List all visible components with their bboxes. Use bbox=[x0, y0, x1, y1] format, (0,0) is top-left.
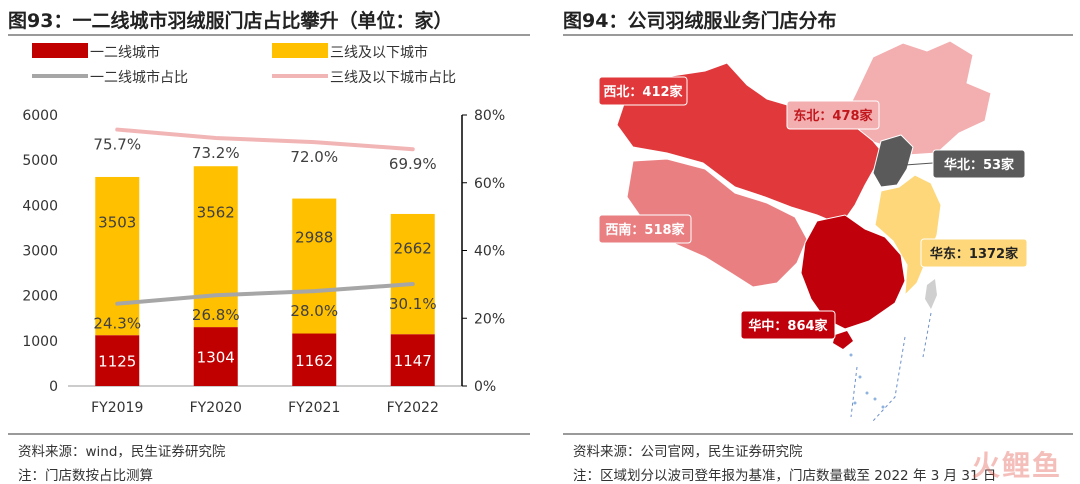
footer-rule bbox=[8, 433, 530, 435]
map-source: 资料来源：公司官网，民生证券研究院 bbox=[573, 444, 803, 460]
label-dongbei-text: 东北：478家 bbox=[793, 108, 873, 124]
title-rule bbox=[8, 34, 530, 36]
bar-tier3-value-label: 3503 bbox=[98, 213, 136, 231]
y-tick-label: 1000 bbox=[22, 334, 58, 350]
map-footer-rule bbox=[563, 433, 1073, 435]
line-tier12-value-label: 24.3% bbox=[93, 315, 141, 333]
legend-swatch bbox=[272, 43, 328, 58]
y-tick-label: 6000 bbox=[22, 108, 58, 124]
line-tier3-value-label: 72.0% bbox=[290, 148, 338, 166]
label-dongbei: 东北：478家 bbox=[786, 100, 880, 130]
china-region-store-map: 西北：412家 东北：478家 华北：53家 西南：518家 华东：1372家 … bbox=[598, 40, 1028, 422]
map-note: 注：区域划分以波司登年报为基准，门店数量截至 2022 年 3 月 31 日 bbox=[573, 468, 997, 484]
bar-tier3-value-label: 2988 bbox=[295, 228, 333, 246]
bar-tier3 bbox=[193, 166, 238, 328]
bar-tier3 bbox=[390, 213, 435, 335]
y-tick-label: 5000 bbox=[22, 153, 58, 169]
bar-tier12 bbox=[95, 335, 140, 386]
bar-tier12 bbox=[292, 333, 337, 386]
label-huadong-text: 华东：1372家 bbox=[930, 246, 1019, 262]
y2-tick-label: 20% bbox=[474, 311, 505, 327]
y-tick-label: 3000 bbox=[22, 244, 58, 260]
y2-tick-label: 40% bbox=[474, 244, 505, 260]
legend-label: 一二线城市占比 bbox=[90, 69, 188, 86]
line-tier3-value-label: 69.9% bbox=[389, 155, 437, 173]
bar-tier3 bbox=[292, 198, 337, 334]
bar-tier12 bbox=[390, 334, 435, 386]
line-tier3-value-label: 73.2% bbox=[192, 144, 240, 162]
left-panel: 图93：一二线城市羽绒服门店占比攀升（单位：家） 一二线城市 三线及以下城市 一二线… bbox=[8, 10, 530, 484]
hainan-island bbox=[833, 331, 853, 349]
x-tick-label: FY2019 bbox=[91, 400, 143, 416]
chart-title: 图93：一二线城市羽绒服门店占比攀升（单位：家） bbox=[8, 10, 453, 32]
label-leader-lines bbox=[904, 162, 934, 166]
bar-tier12 bbox=[193, 327, 238, 386]
label-xinan: 西南：518家 bbox=[598, 214, 692, 244]
line-tier3-value-label: 75.7% bbox=[93, 136, 141, 154]
y2-tick-label: 0% bbox=[474, 379, 496, 395]
y-tick-label: 0 bbox=[49, 379, 58, 395]
line-tier12-value-label: 28.0% bbox=[290, 302, 338, 320]
region-huazhong bbox=[800, 214, 906, 330]
label-xibei-text: 西北：412家 bbox=[603, 84, 683, 100]
x-tick-label: FY2020 bbox=[190, 400, 242, 416]
label-huazhong: 华中：864家 bbox=[740, 310, 836, 340]
label-xibei: 西北：412家 bbox=[598, 76, 688, 106]
bar-tier12-value-label: 1304 bbox=[197, 349, 235, 367]
line-tier3-share bbox=[115, 127, 415, 152]
bar-tier3 bbox=[95, 176, 140, 336]
right-panel: 图94：公司羽绒服业务门店分布 bbox=[555, 0, 1080, 484]
label-huazhong-text: 华中：864家 bbox=[748, 318, 828, 334]
label-huabei-text: 华北：53家 bbox=[944, 157, 1015, 173]
legend-swatch bbox=[32, 43, 88, 58]
bar-tier12-value-label: 1147 bbox=[394, 352, 432, 370]
watermark-logo: 火鲤鱼 bbox=[971, 449, 1062, 482]
chart-note: 注：门店数按占比测算 bbox=[18, 468, 153, 484]
line-tier12-share bbox=[115, 282, 415, 306]
y-tick-label: 2000 bbox=[22, 289, 58, 305]
south-china-sea-dots bbox=[849, 353, 885, 409]
label-huabei: 华北：53家 bbox=[932, 149, 1026, 179]
y2-tick-label: 80% bbox=[474, 108, 505, 124]
y-tick-label: 4000 bbox=[22, 198, 58, 214]
line-tier12-value-label: 30.1% bbox=[389, 295, 437, 313]
bar-tier12-value-label: 1125 bbox=[98, 353, 136, 371]
bar-tier3-value-label: 3562 bbox=[197, 203, 235, 221]
south-china-sea-islands bbox=[850, 312, 932, 422]
chart-source: 资料来源：wind，民生证券研究院 bbox=[18, 444, 226, 460]
bar-tier3-value-label: 2662 bbox=[394, 240, 432, 258]
region-huabei bbox=[872, 134, 914, 188]
bar-tier12-value-label: 1162 bbox=[295, 352, 333, 370]
legend-label: 三线及以下城市 bbox=[330, 44, 428, 61]
huabei-leader-line bbox=[904, 162, 934, 166]
line-tier12-value-label: 26.8% bbox=[192, 306, 240, 324]
y2-tick-label: 60% bbox=[474, 176, 505, 192]
label-huadong: 华东：1372家 bbox=[920, 238, 1028, 268]
x-tick-label: FY2022 bbox=[387, 400, 439, 416]
taiwan-island bbox=[925, 279, 937, 309]
map-title: 图94：公司羽绒服业务门店分布 bbox=[563, 10, 837, 32]
x-tick-label: FY2021 bbox=[288, 400, 340, 416]
legend-label: 一二线城市 bbox=[90, 44, 160, 61]
label-xinan-text: 西南：518家 bbox=[605, 222, 685, 238]
legend-label: 三线及以下城市占比 bbox=[330, 69, 456, 86]
map-title-rule bbox=[563, 34, 1073, 36]
region-labels: 西北：412家 东北：478家 华北：53家 西南：518家 华东：1372家 … bbox=[598, 76, 1028, 340]
